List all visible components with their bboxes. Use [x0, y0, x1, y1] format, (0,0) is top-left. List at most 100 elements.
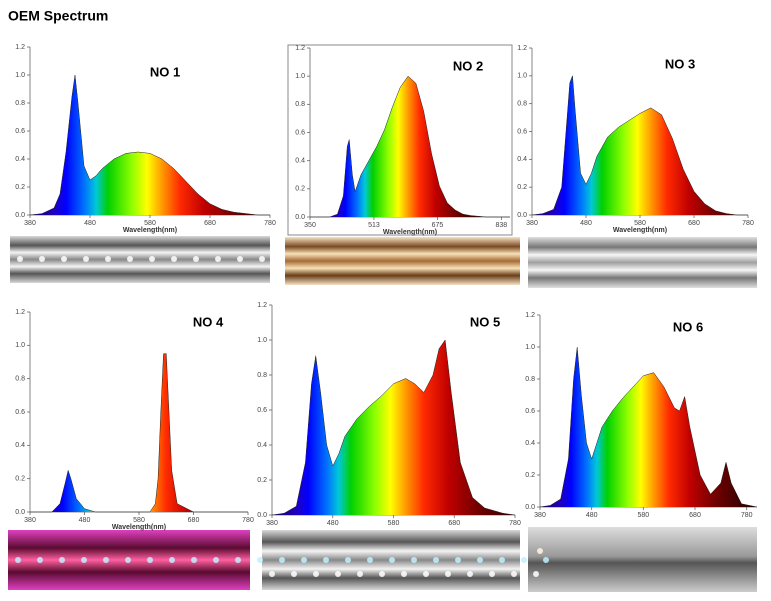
led-dot [445, 571, 451, 577]
y-tick-label: 0.8 [15, 100, 25, 107]
x-tick-label: 680 [689, 512, 701, 519]
x-tick-label: 680 [188, 517, 200, 524]
led-dot [127, 256, 133, 262]
led-dot [301, 557, 307, 563]
y-tick-label: 0.0 [517, 212, 527, 219]
x-tick-label: 380 [534, 512, 546, 519]
y-tick-label: 0.8 [295, 101, 305, 108]
x-tick-label: 480 [84, 220, 96, 227]
led-dot [367, 557, 373, 563]
led-dot [335, 571, 341, 577]
x-tick-label: 780 [742, 220, 754, 227]
y-tick-label: 0.2 [517, 184, 527, 191]
led-dot [215, 256, 221, 262]
x-tick-label: 513 [368, 222, 380, 229]
x-tick-label: 350 [304, 222, 316, 229]
x-tick-label: 675 [432, 222, 444, 229]
spectrum-line [310, 75, 510, 218]
led-dot [379, 571, 385, 577]
led-dot [147, 557, 153, 563]
page-title: OEM Spectrum [8, 8, 108, 24]
x-tick-label: 580 [637, 512, 649, 519]
led-dot [323, 557, 329, 563]
chart-title: NO 6 [673, 319, 703, 334]
y-tick-label: 0.8 [257, 372, 267, 379]
y-tick-label: 1.0 [15, 72, 25, 79]
y-tick-label: 1.0 [295, 73, 305, 80]
led-dot [537, 548, 543, 554]
x-tick-label: 780 [741, 512, 753, 519]
x-tick-label: 780 [509, 520, 521, 527]
spectrum-fill [310, 76, 510, 218]
chart-title: NO 5 [470, 314, 500, 329]
spectrum-line [271, 339, 516, 516]
spectrum-fill [30, 75, 270, 215]
x-tick-label: 680 [448, 520, 460, 527]
x-tick-label: 480 [327, 520, 339, 527]
y-tick-label: 1.0 [525, 344, 535, 351]
led-strip-photo [10, 236, 270, 283]
led-dot [237, 256, 243, 262]
y-tick-label: 1.2 [525, 312, 535, 319]
y-tick-label: 0.8 [525, 376, 535, 383]
y-tick-label: 0.4 [525, 440, 535, 447]
x-axis-label: Wavelength(nm) [613, 227, 667, 234]
y-tick-label: 0.2 [257, 477, 267, 484]
y-tick-label: 0.4 [517, 156, 527, 163]
led-dot [269, 571, 275, 577]
led-dot [169, 557, 175, 563]
y-tick-label: 0.0 [15, 212, 25, 219]
led-dot [125, 557, 131, 563]
y-tick-label: 1.2 [257, 302, 267, 309]
y-tick-label: 0.0 [525, 504, 535, 511]
led-dot [499, 557, 505, 563]
led-dot [81, 557, 87, 563]
x-tick-label: 480 [79, 517, 91, 524]
led-dots [15, 256, 549, 577]
led-dot [467, 571, 473, 577]
led-dot [345, 557, 351, 563]
x-axis-label: Wavelength(nm) [112, 524, 166, 531]
y-tick-label: 1.0 [257, 337, 267, 344]
spectrum-line [531, 75, 748, 216]
spectrum-line [29, 74, 270, 216]
led-dot [279, 557, 285, 563]
spectrum-fill [540, 347, 757, 507]
x-tick-label: 580 [133, 517, 145, 524]
led-dot [477, 557, 483, 563]
y-tick-label: 1.2 [15, 44, 25, 51]
led-dot [39, 256, 45, 262]
y-tick-label: 0.6 [257, 407, 267, 414]
y-tick-label: 0.6 [15, 128, 25, 135]
y-tick-label: 1.0 [517, 73, 527, 80]
led-dot [543, 557, 549, 563]
led-dot [433, 557, 439, 563]
x-axis-label: Wavelength(nm) [123, 227, 177, 234]
led-dot [37, 557, 43, 563]
x-tick-label: 680 [688, 220, 700, 227]
led-dot [149, 256, 155, 262]
y-tick-label: 0.6 [15, 409, 25, 416]
led-dot [411, 557, 417, 563]
y-tick-label: 0.0 [15, 509, 25, 516]
led-dot [455, 557, 461, 563]
y-tick-label: 0.8 [517, 101, 527, 108]
y-tick-label: 0.4 [295, 158, 305, 165]
led-dot [235, 557, 241, 563]
led-dot [259, 256, 265, 262]
y-tick-label: 0.4 [257, 442, 267, 449]
spectrum-line [539, 346, 758, 508]
y-tick-label: 0.4 [15, 442, 25, 449]
x-tick-label: 480 [586, 512, 598, 519]
led-dot [313, 571, 319, 577]
y-tick-label: 0.6 [525, 408, 535, 415]
x-axis-label: Wavelength(nm) [383, 229, 437, 236]
led-dot [511, 571, 517, 577]
chart-title: NO 3 [665, 56, 695, 71]
y-tick-label: 0.2 [525, 472, 535, 479]
x-tick-label: 680 [204, 220, 216, 227]
chart-title: NO 1 [150, 64, 180, 79]
y-tick-label: 1.2 [295, 45, 305, 52]
chart-frame [287, 44, 513, 236]
